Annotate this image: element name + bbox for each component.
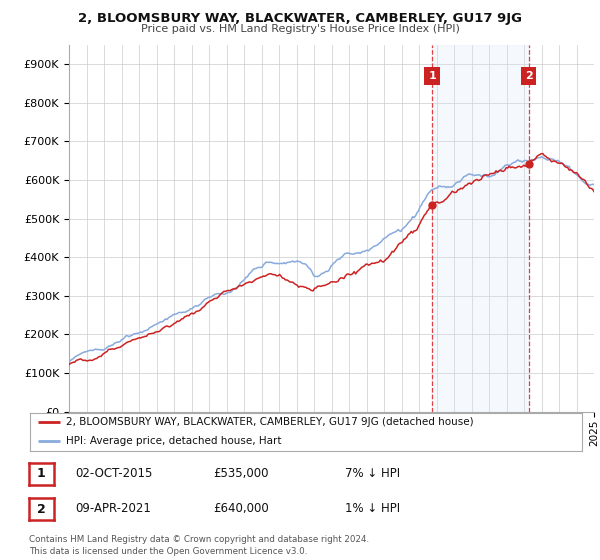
Text: 1: 1: [37, 467, 46, 480]
Text: Contains HM Land Registry data © Crown copyright and database right 2024.
This d: Contains HM Land Registry data © Crown c…: [29, 535, 369, 556]
Text: £640,000: £640,000: [213, 502, 269, 515]
Text: 2: 2: [525, 71, 533, 81]
Text: £535,000: £535,000: [213, 466, 269, 480]
Text: 2, BLOOMSBURY WAY, BLACKWATER, CAMBERLEY, GU17 9JG: 2, BLOOMSBURY WAY, BLACKWATER, CAMBERLEY…: [78, 12, 522, 25]
Text: 09-APR-2021: 09-APR-2021: [75, 502, 151, 515]
Text: 2, BLOOMSBURY WAY, BLACKWATER, CAMBERLEY, GU17 9JG (detached house): 2, BLOOMSBURY WAY, BLACKWATER, CAMBERLEY…: [66, 417, 473, 427]
Text: 1: 1: [428, 71, 436, 81]
Text: 2: 2: [37, 502, 46, 516]
Text: HPI: Average price, detached house, Hart: HPI: Average price, detached house, Hart: [66, 436, 281, 446]
Text: 7% ↓ HPI: 7% ↓ HPI: [345, 466, 400, 480]
Text: 1% ↓ HPI: 1% ↓ HPI: [345, 502, 400, 515]
Text: Price paid vs. HM Land Registry's House Price Index (HPI): Price paid vs. HM Land Registry's House …: [140, 24, 460, 34]
Bar: [432, 45, 529, 412]
Text: 02-OCT-2015: 02-OCT-2015: [75, 466, 152, 480]
